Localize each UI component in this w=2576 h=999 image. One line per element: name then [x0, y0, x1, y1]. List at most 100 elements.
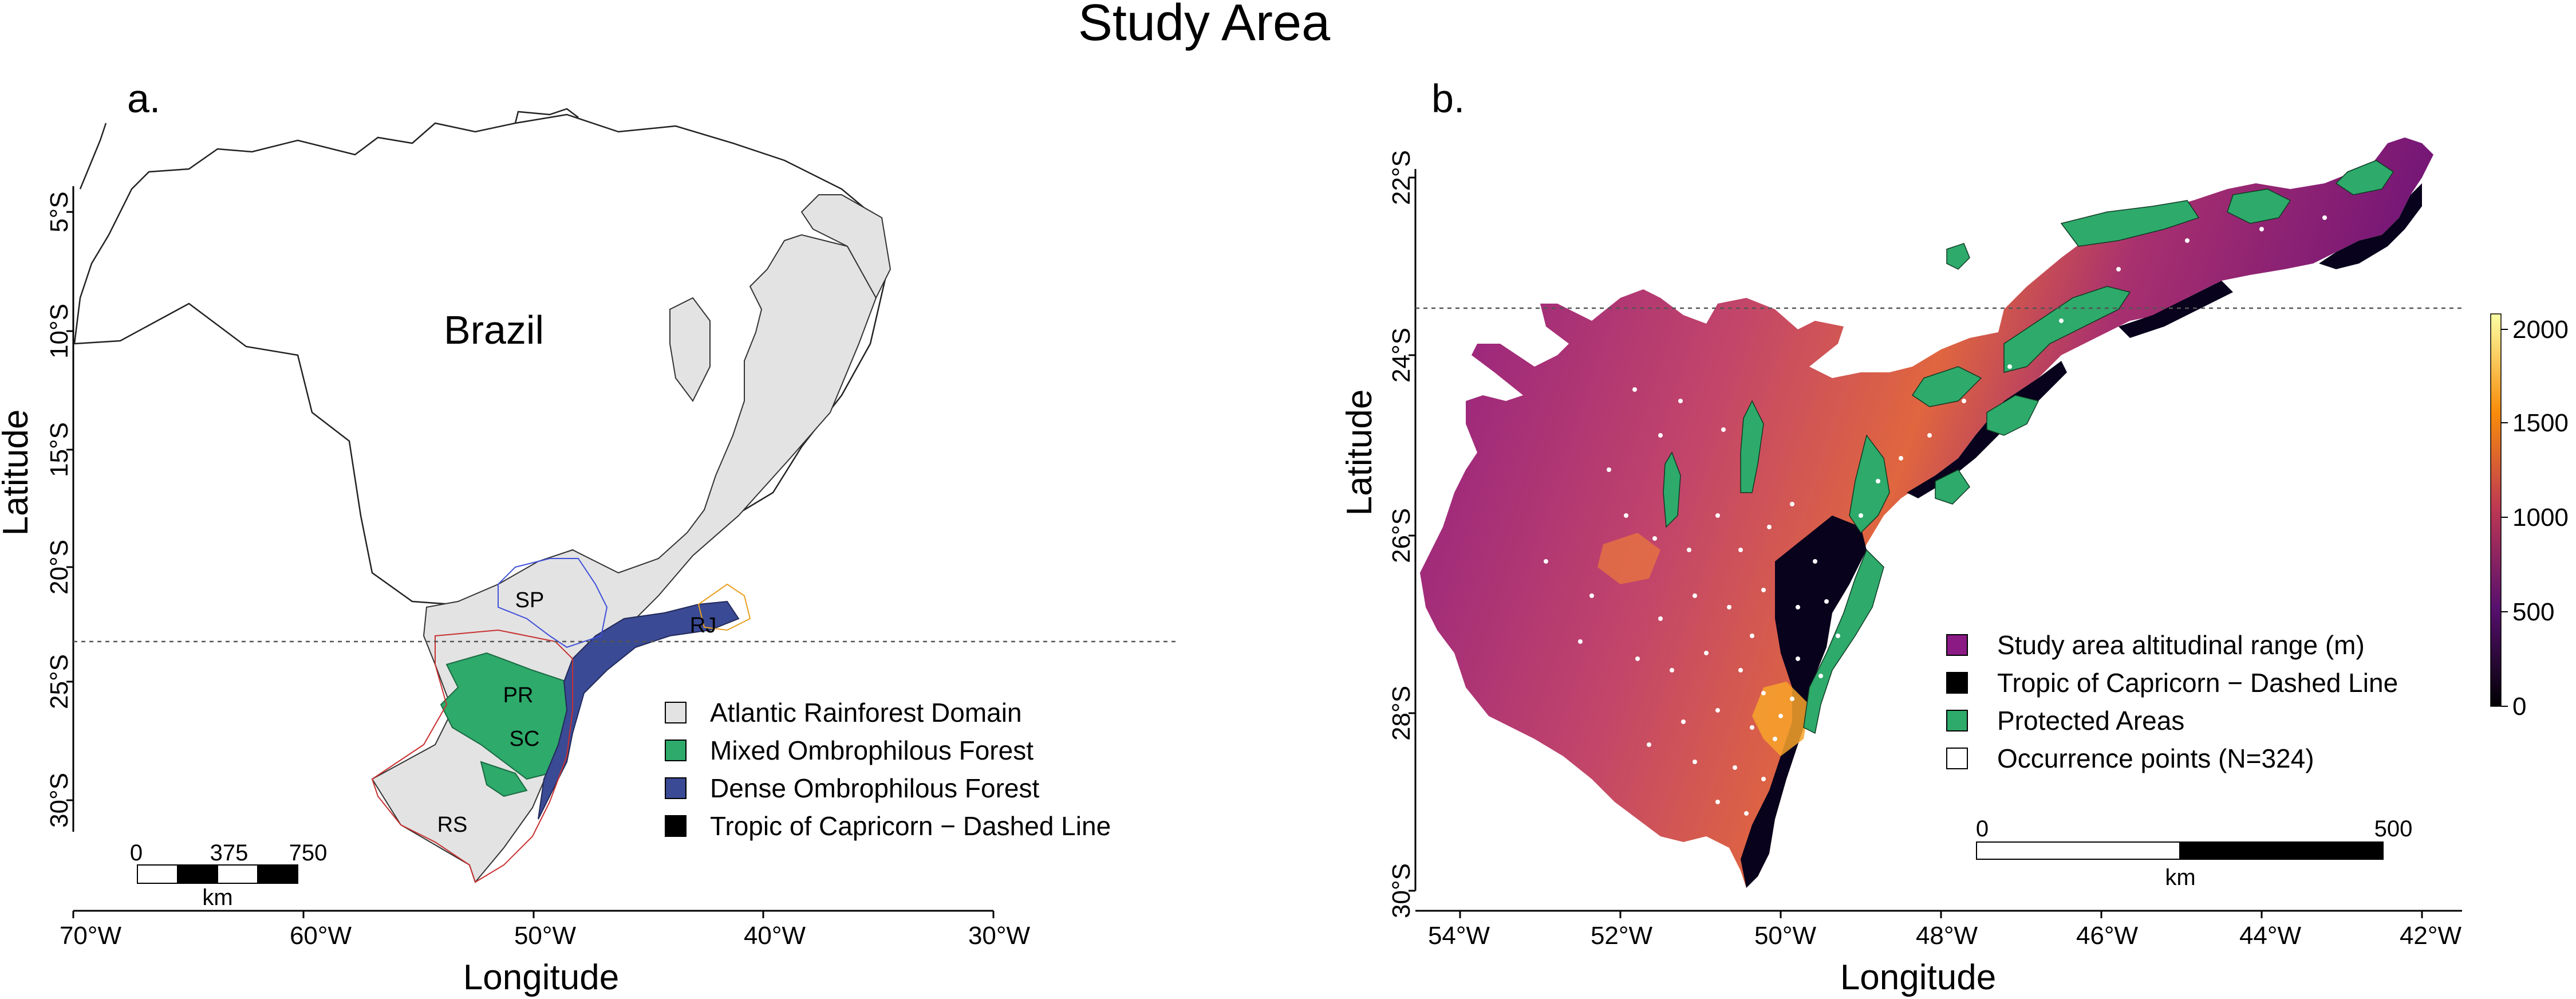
legend-swatch — [665, 777, 687, 799]
a-y-tick-label: 25°S — [45, 654, 73, 709]
a-y-tick-label: 30°S — [45, 773, 73, 828]
protected-area — [1986, 395, 2040, 436]
mixed-ombrophilous-forest-patch — [480, 761, 528, 797]
legend-swatch — [665, 740, 687, 761]
protected-area — [1740, 400, 1764, 493]
occurrence-point — [1738, 548, 1743, 552]
colorbar-tick-label: 1500 — [2512, 409, 2569, 437]
occurrence-point — [2007, 364, 2012, 369]
occurrence-point — [1836, 634, 1840, 638]
a-x-tick-label: 30°W — [968, 922, 1031, 950]
occurrence-point — [2185, 238, 2190, 243]
occurrence-point — [1727, 605, 1731, 609]
legend-item: Mixed Ombrophilous Forest — [665, 736, 1033, 765]
scale-segment — [1976, 841, 2180, 860]
scale-tick-label: 375 — [210, 840, 248, 866]
scale-segment — [217, 864, 258, 884]
b-y-tick-label: 30°S — [1387, 863, 1415, 918]
brazil-label: Brazil — [444, 308, 544, 352]
occurrence-point — [2322, 215, 2327, 220]
a-y-tick-label: 5°S — [45, 191, 73, 232]
occurrence-point — [1635, 656, 1640, 661]
panel-a-y-ticks: 5°S 10°S 15°S 20°S 25°S 30°S — [45, 191, 73, 828]
occurrence-point — [1721, 427, 1726, 432]
state-label-pr: PR — [503, 683, 534, 707]
state-border-rj — [697, 583, 751, 631]
occurrence-point — [1704, 651, 1709, 655]
b-x-tick-label: 46°W — [2076, 922, 2139, 950]
occurrence-point — [1813, 559, 1817, 564]
legend-label: Dense Ombrophilous Forest — [710, 773, 1039, 803]
a-x-tick-label: 70°W — [60, 922, 122, 950]
occurrence-point — [1767, 525, 1772, 529]
b-x-tick-label: 44°W — [2239, 922, 2302, 950]
occurrence-point — [1693, 593, 1697, 598]
b-y-tick-label: 28°S — [1387, 686, 1415, 741]
b-y-tick-label: 26°S — [1387, 508, 1415, 563]
legend-swatch — [665, 702, 687, 723]
panel-b-y-axis-title: Latitude — [1340, 390, 1379, 516]
protected-area — [1663, 451, 1681, 528]
occurrence-point — [1738, 668, 1743, 672]
legend-label: Mixed Ombrophilous Forest — [710, 736, 1033, 765]
a-y-tick-label: 15°S — [45, 422, 73, 477]
occurrence-point — [1658, 433, 1663, 438]
atlantic-rainforest-domain-north — [800, 194, 891, 300]
occurrence-point — [1632, 387, 1637, 392]
legend-swatch — [1946, 634, 1968, 656]
legend-swatch — [1946, 672, 1968, 694]
b-x-tick-label: 50°W — [1754, 922, 1817, 950]
scale-segment — [2179, 841, 2384, 860]
occurrence-point — [1647, 742, 1651, 747]
state-label-sc: SC — [510, 727, 540, 751]
occurrence-point — [1578, 639, 1583, 644]
a-x-tick-label: 60°W — [290, 922, 352, 950]
colorbar-gradient — [2490, 313, 2502, 707]
occurrence-point — [1681, 719, 1686, 724]
panel-b-legend: Study area altitudinal range (m) Tropic … — [1946, 630, 2398, 773]
occurrence-point — [1899, 456, 1903, 461]
panel-a-x-axis-title: Longitude — [463, 958, 619, 997]
a-y-tick-label: 10°S — [45, 304, 73, 359]
panel-b-label: b. — [1431, 76, 1465, 121]
legend-swatch — [1946, 748, 1968, 769]
protected-area — [2335, 160, 2394, 195]
panel-a-y-axis-title: Latitude — [0, 410, 35, 536]
legend-label: Tropic of Capricorn − Dashed Line — [1997, 668, 2398, 698]
occurrence-point — [1773, 737, 1777, 741]
a-y-tick-label: 20°S — [45, 540, 73, 595]
occurrence-point — [1652, 536, 1657, 541]
scale-tick-label: 0 — [1976, 816, 1989, 841]
occurrence-point — [1715, 513, 1720, 518]
protected-area — [1911, 366, 1982, 407]
b-y-tick-label: 24°S — [1387, 328, 1415, 383]
b-y-tick-label: 22°S — [1387, 150, 1415, 205]
occurrence-point — [1744, 811, 1749, 816]
occurrence-point — [1796, 605, 1800, 609]
panel-a-scale-bar: 0 375 750 km — [130, 840, 328, 910]
occurrence-point — [1876, 479, 1880, 483]
occurrence-point — [1790, 697, 1794, 701]
occurrence-point — [1761, 588, 1766, 592]
occurrence-point — [1658, 616, 1663, 621]
occurrence-point — [1693, 760, 1697, 764]
scale-unit: km — [2165, 865, 2195, 890]
panel-b-y-ticks: 22°S 24°S 26°S 28°S 30°S — [1387, 150, 1415, 918]
panel-a-legend: Atlantic Rainforest Domain Mixed Ombroph… — [665, 698, 1111, 841]
occurrence-point — [1750, 634, 1754, 638]
protected-area — [1803, 549, 1884, 734]
atlantic-rainforest-domain-inland — [669, 297, 711, 402]
legend-swatch — [665, 815, 687, 837]
legend-label: Occurrence points (N=324) — [1997, 744, 2314, 773]
colorbar-tick-label: 0 — [2512, 693, 2526, 721]
occurrence-point — [1607, 467, 1611, 472]
occurrence-points — [1544, 215, 2327, 816]
occurrence-point — [1624, 513, 1628, 518]
occurrence-point — [1589, 593, 1594, 598]
scale-segment — [257, 864, 298, 884]
panel-b-x-axis-title: Longitude — [1840, 958, 1996, 997]
scale-segment — [177, 864, 218, 884]
legend-label: Protected Areas — [1997, 706, 2184, 736]
protected-area — [2060, 200, 2200, 247]
